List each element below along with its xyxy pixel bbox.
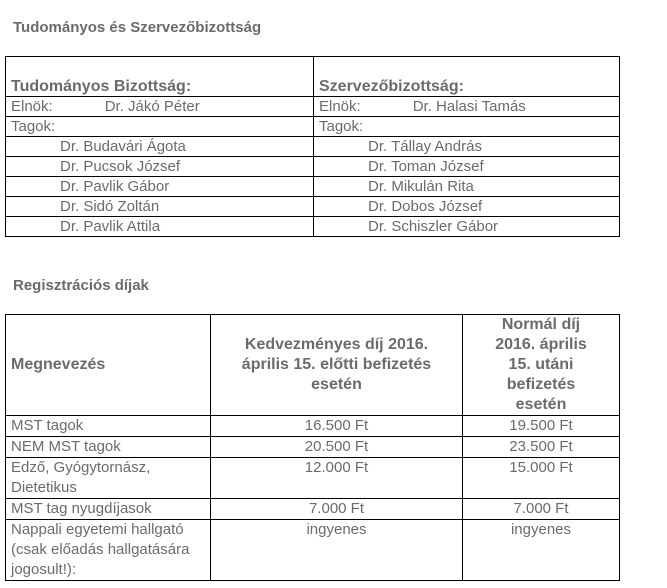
organizing-member: Dr. Schiszler Gábor (313, 216, 620, 237)
organizing-member: Dr. Mikulán Rita (313, 176, 620, 197)
fees-table: Megnevezés Kedvezményes díj 2016. áprili… (5, 314, 620, 581)
fee-early: 16.500 Ft (210, 415, 463, 437)
header-normal: Normál díj 2016. április 15. utáni befiz… (462, 314, 620, 416)
fee-name: Nappali egyetemi hallgató (csak előadás … (5, 519, 211, 581)
header-early: Kedvezményes díj 2016. április 15. előtt… (210, 314, 463, 416)
committee-title: Tudományos és Szervezőbizottság (13, 19, 262, 36)
table-row: Nappali egyetemi hallgató (csak előadás … (5, 519, 620, 581)
table-row: NEM MST tagok 20.500 Ft 23.500 Ft (5, 436, 620, 458)
organizing-member: Dr. Dobos József (313, 196, 620, 217)
scientific-member: Dr. Sidó Zoltán (5, 196, 314, 217)
fee-name: Edző, Gyógytornász, Dietetikus (5, 457, 211, 499)
fee-normal: ingyenes (462, 519, 620, 581)
organizing-members-label: Tagok: (313, 116, 620, 137)
scientific-member: Dr. Pavlik Gábor (5, 176, 314, 197)
fee-normal: 7.000 Ft (462, 498, 620, 520)
table-row: Edző, Gyógytornász, Dietetikus 12.000 Ft 1… (5, 457, 620, 499)
fee-early: 7.000 Ft (210, 498, 463, 520)
fee-name: NEM MST tagok (5, 436, 211, 458)
committee-table: Tudományos Bizottság: Szervezőbizottság:… (5, 56, 620, 237)
fees-title: Regisztrációs díjak (13, 277, 149, 294)
fee-normal: 19.500 Ft (462, 415, 620, 437)
scientific-member: Dr. Pucsok József (5, 156, 314, 177)
table-row: MST tag nyugdíjasok 7.000 Ft 7.000 Ft (5, 498, 620, 520)
scientific-chair: Elnök: Dr. Jákó Péter (5, 96, 314, 117)
fee-normal: 15.000 Ft (462, 457, 620, 499)
scientific-member: Dr. Budavári Ágota (5, 136, 314, 157)
fee-early: 20.500 Ft (210, 436, 463, 458)
header-name: Megnevezés (5, 314, 211, 416)
scientific-members-label: Tagok: (5, 116, 314, 137)
organizing-member: Dr. Toman József (313, 156, 620, 177)
organizing-member: Dr. Tállay András (313, 136, 620, 157)
fee-early: ingyenes (210, 519, 463, 581)
organizing-heading: Szervezőbizottság: (313, 56, 620, 97)
fee-normal: 23.500 Ft (462, 436, 620, 458)
fee-early: 12.000 Ft (210, 457, 463, 499)
fee-name: MST tag nyugdíjasok (5, 498, 211, 520)
scientific-heading: Tudományos Bizottság: (5, 56, 314, 97)
fee-name: MST tagok (5, 415, 211, 437)
organizing-chair: Elnök: Dr. Halasi Tamás (313, 96, 620, 117)
table-row: MST tagok 16.500 Ft 19.500 Ft (5, 415, 620, 437)
scientific-member: Dr. Pavlik Attila (5, 216, 314, 237)
